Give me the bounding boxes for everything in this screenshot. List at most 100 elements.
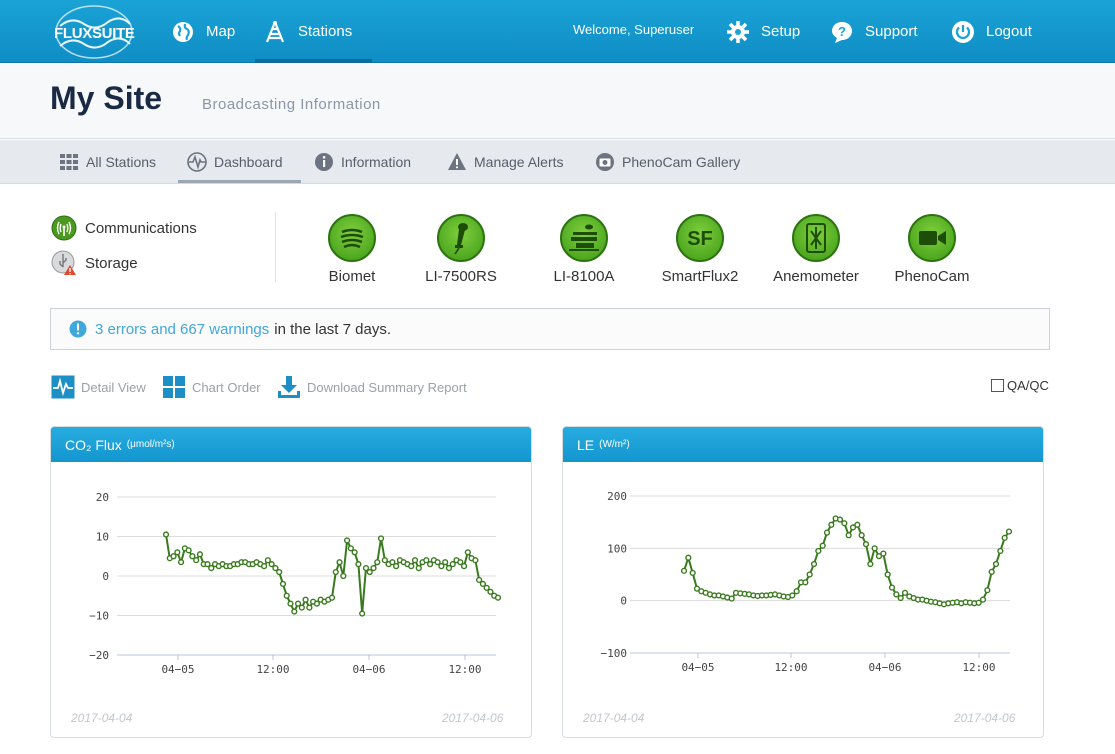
status-storage-label: Storage: [85, 254, 138, 272]
x-tick-label: 12:00: [256, 663, 289, 676]
data-point: [272, 564, 279, 572]
device-smartflux2[interactable]: SF SmartFlux2: [645, 214, 755, 285]
data-point: [487, 588, 494, 595]
data-point: [975, 599, 982, 606]
data-point: [483, 584, 490, 591]
data-point: [449, 561, 456, 568]
device-phenocam[interactable]: PhenoCam: [877, 214, 987, 285]
nav-setup[interactable]: Setup: [726, 0, 800, 63]
qaqc-checkbox[interactable]: [991, 379, 1004, 392]
chart-order-label: Chart Order: [192, 379, 261, 395]
tab-phenocam-gallery[interactable]: PhenoCam Gallery: [595, 140, 740, 183]
tab-dashboard[interactable]: Dashboard: [178, 140, 301, 183]
nav-map[interactable]: Map: [171, 0, 246, 63]
device-li-7500rs[interactable]: LI-7500RS: [406, 214, 516, 285]
qaqc-toggle[interactable]: QA/QC: [991, 378, 1049, 393]
data-point: [858, 532, 865, 539]
fluxsuite-logo[interactable]: FLUXSUITE: [52, 4, 136, 60]
y-tick-label: 0: [102, 570, 109, 583]
camera-icon: [596, 152, 614, 171]
data-point: [366, 568, 373, 576]
tab-information[interactable]: Information: [314, 140, 411, 183]
device-biomet-label: Biomet: [328, 268, 376, 285]
y-tick-label: −100: [601, 647, 628, 660]
data-point: [476, 576, 483, 584]
data-point: [189, 553, 196, 560]
data-point: [888, 584, 896, 591]
data-point: [389, 559, 396, 566]
nav-stations-label: Stations: [298, 23, 353, 40]
y-tick-label: 100: [607, 542, 627, 555]
device-biomet[interactable]: Biomet: [297, 214, 407, 285]
x-tick-label: 12:00: [774, 661, 807, 674]
grid-icon: [60, 153, 78, 170]
nav-logout[interactable]: Logout: [951, 0, 1032, 63]
data-point: [472, 557, 479, 564]
co2-flux-chart[interactable]: 20 10 0 −10 −20 04−05 12:00 04−06 12:00: [51, 462, 531, 709]
data-point: [442, 559, 449, 566]
data-point: [196, 551, 204, 558]
data-point: [279, 580, 287, 588]
le-chart[interactable]: 200 100 0 −100 04−05 12:00 04−06 12:00: [563, 462, 1043, 709]
data-point: [411, 557, 419, 564]
data-point: [268, 561, 275, 568]
data-point: [880, 550, 887, 557]
data-point: [828, 521, 835, 528]
data-point: [306, 604, 313, 611]
chart-order-button[interactable]: Chart Order: [162, 375, 261, 399]
data-point: [381, 557, 388, 564]
qaqc-label: QA/QC: [1007, 378, 1049, 393]
data-point: [460, 563, 468, 570]
data-point: [291, 608, 298, 615]
nav-map-label: Map: [206, 23, 236, 40]
data-point: [264, 557, 271, 564]
download-report-button[interactable]: Download Summary Report: [277, 375, 467, 399]
data-point: [393, 563, 400, 570]
nav-support-label: Support: [865, 23, 918, 40]
data-point: [464, 549, 471, 556]
detail-view-icon: [51, 375, 75, 399]
chart-start-date: 2017-04-04: [71, 711, 133, 725]
detail-view-label: Detail View: [81, 379, 146, 395]
status-storage[interactable]: Storage: [51, 250, 138, 276]
data-point: [823, 529, 831, 536]
page-title: My Site: [50, 80, 163, 116]
data-point: [445, 564, 453, 572]
tab-manage-alerts[interactable]: Manage Alerts: [447, 140, 564, 183]
x-tick-label: 12:00: [962, 661, 995, 674]
data-point: [992, 560, 1000, 568]
alert-errors-link[interactable]: 3 errors and 667 warnings: [95, 320, 270, 338]
power-icon: [952, 20, 974, 43]
data-point: [689, 569, 696, 577]
data-point: [845, 532, 852, 539]
tab-dashboard-label: Dashboard: [214, 153, 283, 170]
data-point: [884, 571, 891, 578]
data-point: [1001, 534, 1008, 541]
signal-tower-icon: [51, 215, 77, 241]
y-tick-label: 20: [96, 491, 109, 504]
data-point: [438, 563, 445, 570]
chart-header: CO₂ Flux (μmol/m²s): [51, 427, 531, 462]
tab-all-stations[interactable]: All Stations: [59, 140, 156, 183]
chart-unit: (W/m²): [599, 439, 630, 450]
data-point: [810, 560, 818, 568]
status-communications[interactable]: Communications: [51, 215, 197, 241]
data-point: [355, 561, 362, 568]
video-camera-icon: [908, 214, 956, 262]
data-point: [815, 547, 822, 555]
tab-phenocam-gallery-label: PhenoCam Gallery: [622, 153, 741, 170]
svg-text:?: ?: [838, 24, 846, 39]
device-anemometer[interactable]: Anemometer: [761, 214, 871, 285]
detail-view-button[interactable]: Detail View: [51, 375, 146, 399]
device-li-8100a[interactable]: LI-8100A: [529, 214, 639, 285]
welcome-text: Welcome, Superuser: [573, 22, 695, 37]
pulse-icon: [187, 151, 207, 172]
data-point: [343, 537, 351, 544]
nav-support[interactable]: ? Support: [830, 0, 918, 63]
data-point: [897, 594, 904, 602]
site-header: My Site Broadcasting Information: [0, 64, 1115, 139]
nav-stations[interactable]: Stations: [255, 0, 372, 63]
data-point: [871, 545, 878, 552]
data-point: [362, 564, 370, 572]
data-point: [370, 564, 377, 572]
